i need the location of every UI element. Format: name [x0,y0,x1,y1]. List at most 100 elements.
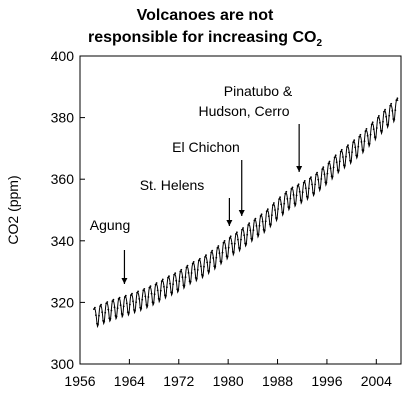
co2-point [144,295,147,298]
co2-point [335,161,338,164]
co2-point [252,229,255,232]
co2-point [329,167,332,170]
co2-point [212,257,215,259]
co2-point [317,178,320,181]
co2-point [141,298,144,301]
co2-point [217,245,220,247]
co2-point [98,314,100,317]
co2-point [255,225,258,227]
co2-point [249,229,252,232]
co2-point [221,251,224,254]
co2-point [260,213,263,216]
co2-point [310,176,312,179]
co2-point [266,208,269,211]
co2-point [169,282,171,285]
x-tick-label: 1972 [163,373,194,389]
co2-point [105,302,108,305]
co2-point [158,298,161,301]
y-tick-label: 360 [51,171,75,187]
co2-point [322,166,325,169]
co2-point [359,133,362,136]
co2-point [264,220,267,223]
co2-point [230,242,233,245]
co2-point [348,151,350,154]
co2-point [220,260,223,263]
co2-point [218,252,221,255]
co2-point [374,136,377,138]
el-chichon-arrow-head [238,210,245,216]
co2-point [366,134,369,137]
co2-point [118,296,121,299]
co2-point [224,247,227,249]
co2-point [121,313,124,316]
co2-point [125,302,128,305]
co2-point [307,196,309,198]
co2-point [258,224,261,227]
co2-point [137,290,140,293]
co2-point [211,249,214,252]
co2-point [178,280,181,283]
co2-point [334,154,337,157]
co2-point [393,118,396,120]
co2-point [387,123,389,126]
co2-point [129,303,131,306]
co2-point [189,280,192,283]
co2-point [328,160,331,163]
co2-point [172,283,175,286]
co2-point [196,269,199,271]
annotation-st-helens: St. Helens [140,177,205,193]
co2-point [235,233,237,235]
y-tick-label: 300 [51,356,75,372]
co2-point [124,294,127,297]
co2-point [304,187,307,190]
co2-point [371,121,374,124]
co2-point [173,273,176,276]
co2-point [351,151,353,154]
co2-point [331,175,334,178]
co2-point [192,261,195,263]
co2-line [93,98,399,329]
co2-point [233,242,236,245]
co2-point [347,144,349,147]
co2-point [131,292,133,295]
co2-point [358,135,361,138]
co2-point [296,185,299,187]
co2-point [147,296,150,298]
co2-point [295,194,298,197]
co2-point [104,311,107,314]
co2-point [375,127,378,129]
co2-point [202,274,204,277]
co2-point [390,102,393,105]
co2-point [370,123,373,126]
co2-point [384,108,386,111]
chart-title-subscript: 2 [316,38,323,50]
agung-arrow-head [121,278,128,284]
co2-point [363,140,366,143]
co2-point [285,190,288,193]
co2-point [245,242,248,245]
co2-point [365,127,368,130]
co2-point [149,285,152,287]
co2-point [340,148,343,151]
x-tick-label: 1956 [64,373,95,389]
co2-point [132,300,134,303]
co2-point [229,235,232,238]
co2-point [180,268,183,271]
plot-border [79,55,402,365]
co2-point [227,246,230,249]
co2-point [301,191,304,194]
co2-point [277,208,279,210]
co2-point [210,251,213,254]
co2-point [280,203,282,206]
co2-point [283,202,286,205]
co2-point [297,183,300,186]
co2-point [294,203,297,205]
chart-title-line2: responsible for increasing CO2 [0,28,410,54]
co2-point [267,215,270,218]
co2-point [338,160,341,163]
y-tick-label: 400 [51,48,75,64]
co2-point [278,198,280,201]
co2-point [345,155,347,158]
co2-point [246,233,249,236]
